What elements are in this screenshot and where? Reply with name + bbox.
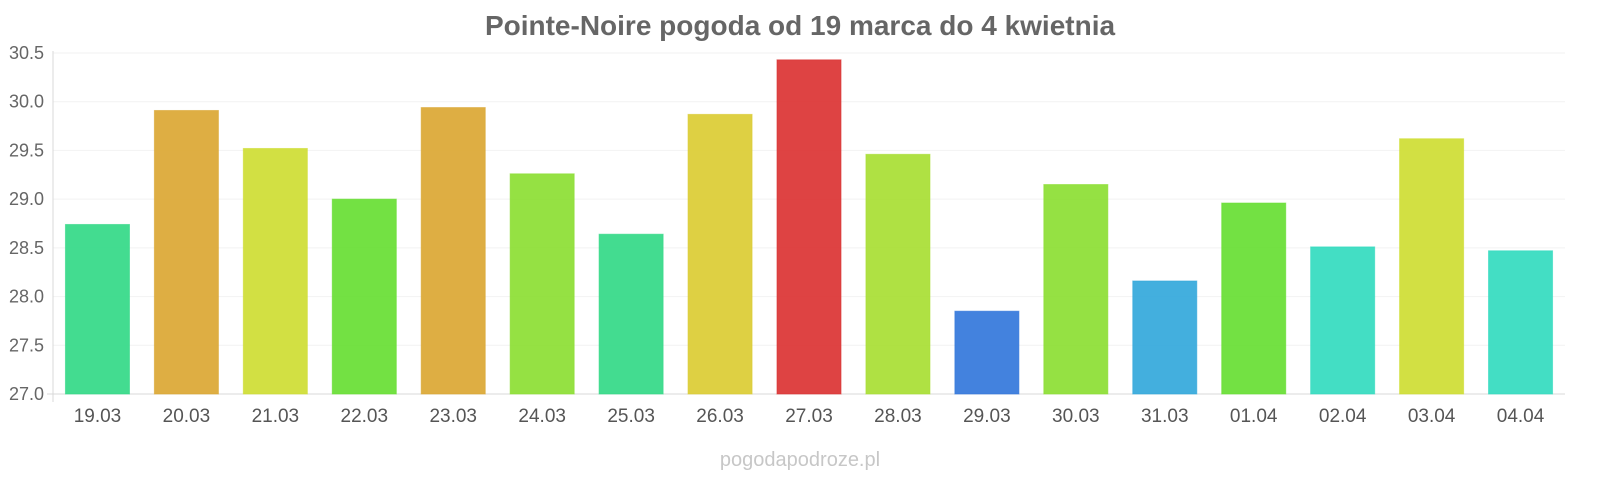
y-tick-label: 27.5 [9,335,44,355]
x-tick-label: 19.03 [74,406,122,427]
watermark: pogodapodroze.pl [719,449,881,471]
bar-31.03 [1132,280,1198,395]
x-tick-label: 21.03 [252,406,300,427]
bar-03.04 [1399,138,1465,395]
bar-24.03 [509,173,575,395]
x-tick-label: 03.04 [1408,406,1456,427]
y-tick-label: 27.0 [9,384,44,404]
x-tick-label: 23.03 [429,406,477,427]
y-tick-label: 28.5 [9,238,44,258]
x-tick-label: 26.03 [696,406,744,427]
bars [64,59,1554,395]
x-tick-labels: 19.03 20.03 21.03 22.03 23.03 24.03 25.03 26.03… [74,406,1545,427]
y-tick-label: 30.5 [9,43,44,63]
x-tick-label: 25.03 [607,406,655,427]
bar-04.04 [1488,250,1554,395]
bar-20.03 [153,109,219,395]
x-tick-label: 27.03 [785,406,833,427]
bar-23.03 [420,107,486,395]
x-tick-label: 20.03 [163,406,211,427]
y-tick-label: 28.0 [9,287,44,307]
bar-19.03 [64,223,130,395]
x-tick-label: 31.03 [1141,406,1189,427]
bar-22.03 [331,198,397,395]
x-tick-label: 01.04 [1230,406,1278,427]
bar-25.03 [598,233,664,395]
x-tick-label: 02.04 [1319,406,1367,427]
x-tick-label: 24.03 [518,406,566,427]
x-tick-label: 22.03 [341,406,389,427]
bar-26.03 [687,113,753,395]
bar-02.04 [1310,246,1376,395]
y-tick-label: 30.0 [9,92,44,112]
bar-27.03 [776,59,842,395]
bar-01.04 [1221,202,1287,395]
y-tick-label: 29.0 [9,189,44,209]
x-tick-label: 30.03 [1052,406,1100,427]
chart-title: Pointe-Noire pogoda od 19 marca do 4 kwi… [484,10,1116,41]
bar-28.03 [865,153,931,395]
y-tick-labels: 27.0 27.5 28.0 28.5 29.0 29.5 30.0 30.5 [9,43,44,404]
bar-29.03 [954,310,1020,395]
x-tick-label: 04.04 [1497,406,1545,427]
x-tick-label: 29.03 [963,406,1011,427]
x-tick-label: 28.03 [874,406,922,427]
y-tick-label: 29.5 [9,140,44,160]
bar-30.03 [1043,184,1109,395]
bar-21.03 [242,147,308,395]
